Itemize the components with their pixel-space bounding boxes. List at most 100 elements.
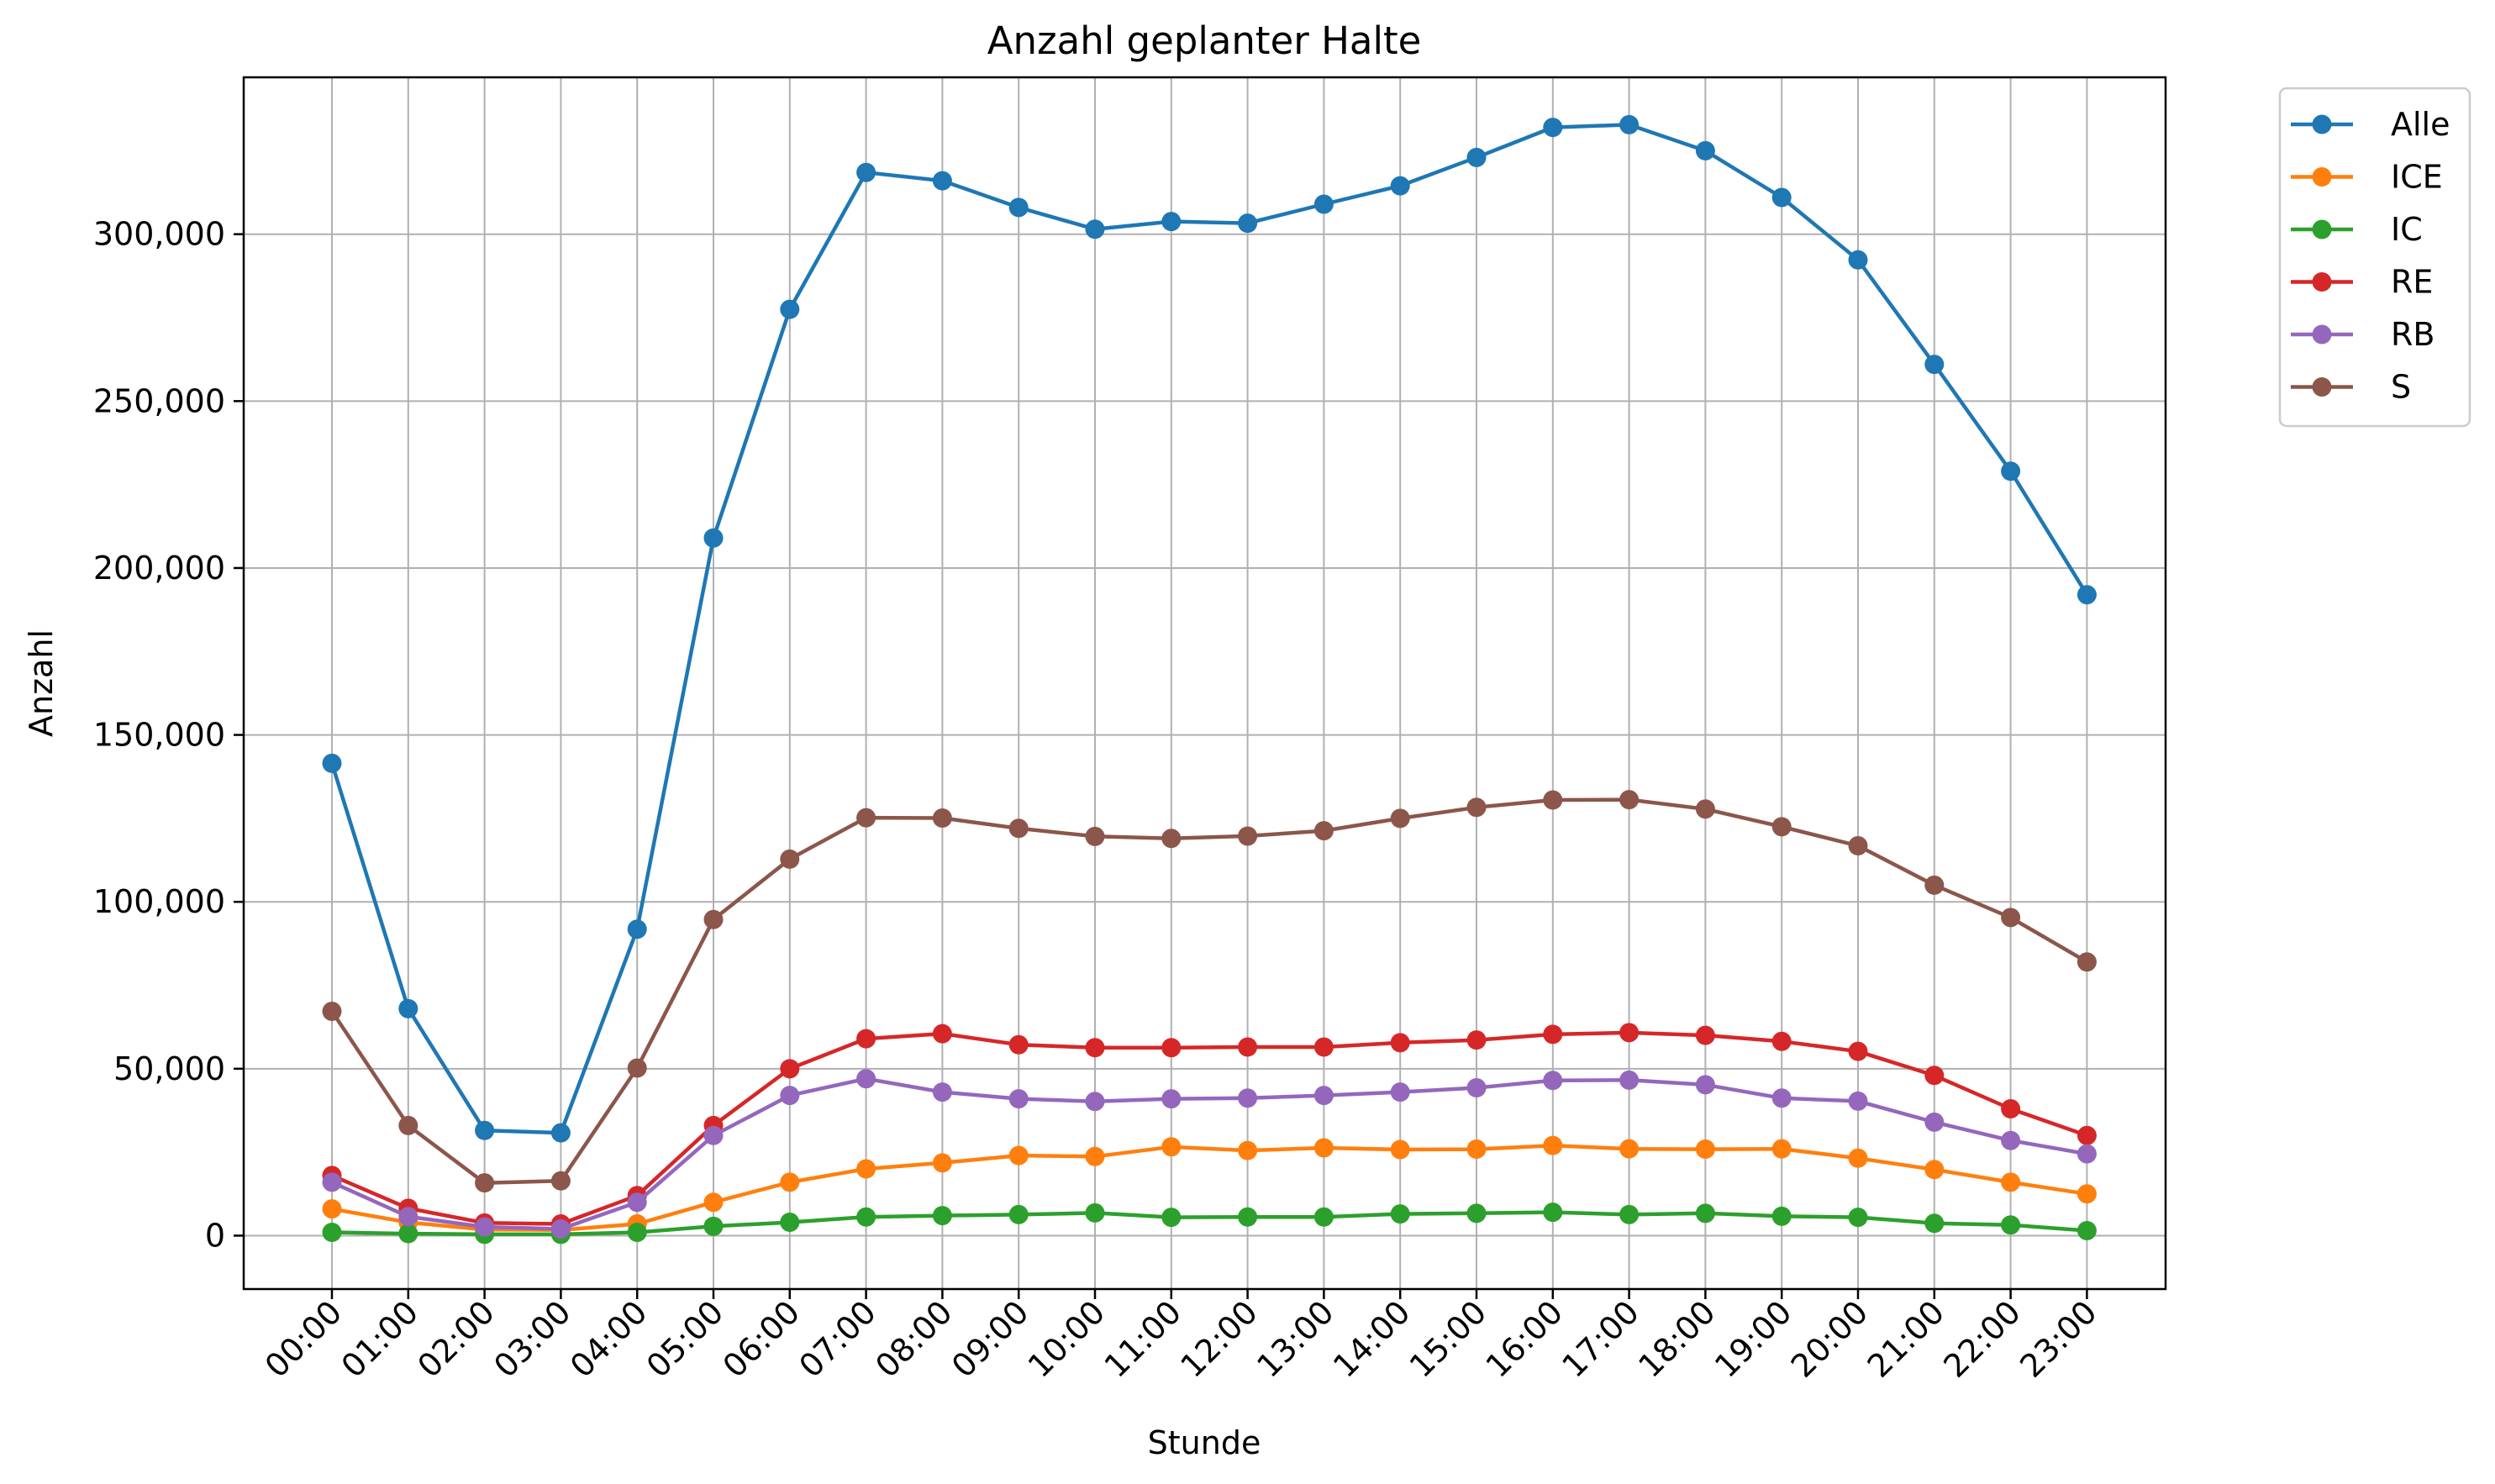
legend-label: RB	[2391, 316, 2434, 353]
legend-label: ICE	[2391, 159, 2443, 196]
data-point-alle	[475, 1120, 495, 1140]
data-point-rb	[2001, 1130, 2021, 1150]
data-point-ic	[1161, 1208, 1182, 1228]
x-axis-title: Stunde	[1148, 1424, 1261, 1461]
data-point-ic	[1313, 1207, 1334, 1227]
data-point-ic	[780, 1213, 800, 1233]
series-line-ic	[331, 1210, 2087, 1237]
data-point-alle	[1313, 194, 1334, 214]
legend-marker	[2312, 114, 2332, 134]
data-point-s	[1771, 817, 1792, 837]
data-point-rb	[1466, 1077, 1487, 1097]
data-point-ic	[322, 1222, 342, 1242]
data-point-ice	[2077, 1184, 2097, 1204]
legend-label: S	[2391, 369, 2411, 406]
data-point-re	[1085, 1038, 1105, 1058]
data-point-ic	[398, 1224, 418, 1244]
y-axis-title: Anzahl	[23, 629, 60, 737]
data-point-rb	[627, 1192, 647, 1213]
data-point-re	[1008, 1034, 1029, 1055]
x-tick-label: 07:00	[792, 1293, 883, 1385]
data-point-alle	[1390, 176, 1410, 196]
data-point-alle	[1466, 147, 1487, 167]
data-point-alle	[856, 162, 876, 182]
data-point-alle	[550, 1123, 571, 1143]
series-alle	[322, 114, 2097, 1143]
series-s	[322, 790, 2097, 1193]
data-point-ic	[2077, 1220, 2097, 1240]
legend-item-alle: Alle	[2291, 106, 2450, 143]
data-point-ic	[1085, 1202, 1105, 1223]
data-point-ice	[1238, 1140, 1258, 1160]
data-point-ice	[780, 1172, 800, 1192]
x-tick-label: 02:00	[410, 1293, 502, 1385]
legend-label: Alle	[2391, 106, 2450, 143]
data-point-alle	[1924, 355, 1945, 375]
data-point-alle	[703, 528, 724, 548]
legend-item-ic: IC	[2291, 211, 2423, 248]
y-tick-label: 100,000	[93, 883, 225, 920]
data-point-ic	[856, 1207, 876, 1227]
data-point-rb	[1543, 1071, 1563, 1091]
data-point-rb	[1313, 1086, 1334, 1106]
legend: Alle ICE IC RE RB S	[2278, 87, 2471, 428]
data-point-s	[1008, 818, 1029, 839]
data-point-ic	[1390, 1204, 1410, 1224]
data-point-ice	[322, 1199, 342, 1219]
data-point-s	[398, 1115, 418, 1135]
data-point-ice	[1543, 1135, 1563, 1155]
data-point-rb	[1085, 1092, 1105, 1112]
data-point-ice	[1161, 1137, 1182, 1157]
data-point-ice	[2001, 1172, 2021, 1192]
data-point-alle	[1238, 213, 1258, 234]
data-point-s	[1848, 835, 1868, 855]
data-point-alle	[1771, 187, 1792, 208]
data-point-ice	[1924, 1160, 1945, 1180]
series-line-ice	[331, 1143, 2087, 1232]
data-point-alle	[1161, 212, 1182, 232]
data-point-ic	[1466, 1203, 1487, 1224]
x-tick-label: 15:00	[1403, 1293, 1494, 1385]
data-point-alle	[1695, 140, 1715, 161]
data-point-re	[1313, 1037, 1334, 1057]
data-point-ic	[1008, 1204, 1029, 1224]
data-point-s	[322, 1001, 342, 1021]
x-tick-label: 11:00	[1097, 1293, 1189, 1385]
data-point-re	[856, 1029, 876, 1049]
data-point-alle	[2077, 585, 2097, 605]
data-point-s	[1466, 797, 1487, 818]
data-point-rb	[1161, 1089, 1182, 1109]
data-point-ice	[1008, 1145, 1029, 1166]
data-point-s	[475, 1173, 495, 1193]
data-point-s	[1390, 808, 1410, 829]
x-tick-label: 18:00	[1631, 1293, 1723, 1385]
series-line-rb	[331, 1076, 2087, 1231]
chart-title: Anzahl geplanter Halte	[987, 18, 1422, 63]
x-tick-label: 16:00	[1479, 1293, 1571, 1385]
data-point-rb	[1008, 1089, 1029, 1109]
data-point-alle	[1619, 114, 1640, 134]
data-point-s	[703, 909, 724, 929]
data-point-ice	[1848, 1148, 1868, 1168]
series-line-s	[330, 797, 2088, 1185]
data-point-rb	[1848, 1091, 1868, 1111]
x-tick-label: 13:00	[1250, 1293, 1341, 1385]
x-tick-label: 05:00	[640, 1293, 731, 1385]
data-point-ice	[1085, 1146, 1105, 1166]
data-point-alle	[932, 171, 952, 191]
data-point-alle	[322, 753, 342, 773]
legend-item-ice: ICE	[2291, 159, 2443, 196]
data-point-re	[1543, 1024, 1563, 1045]
data-point-rb	[1695, 1075, 1715, 1095]
x-tick-label: 20:00	[1784, 1293, 1876, 1385]
legend-marker	[2312, 324, 2332, 345]
axes-frame	[242, 76, 2167, 1291]
data-point-re	[780, 1059, 800, 1079]
x-tick-label: 01:00	[334, 1293, 426, 1385]
series-rb	[322, 1069, 2097, 1239]
x-tick-label: 19:00	[1708, 1293, 1799, 1385]
data-point-s	[780, 849, 800, 869]
data-point-rb	[1238, 1088, 1258, 1108]
